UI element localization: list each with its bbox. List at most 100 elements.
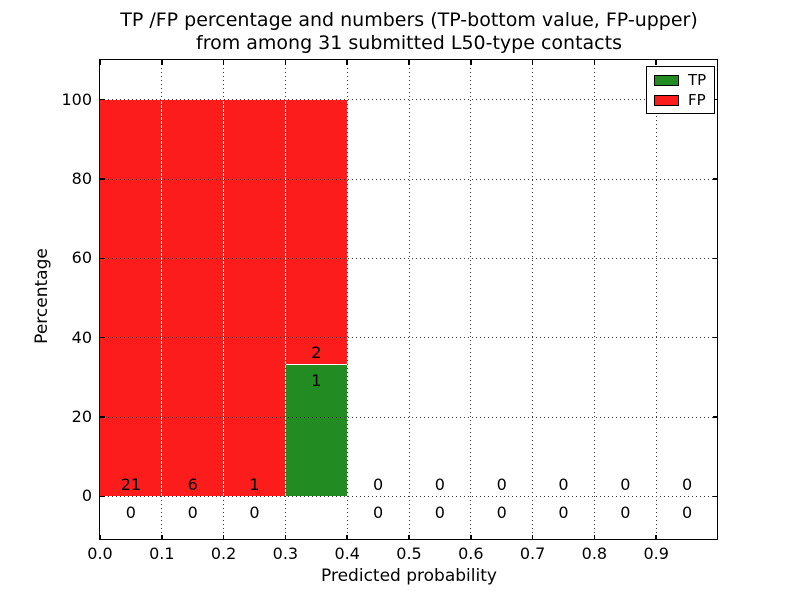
x-tick-label: 0.6	[458, 544, 484, 563]
y-tick-mark-right	[713, 178, 718, 180]
x-tick-mark	[531, 535, 534, 540]
tp-count-label: 0	[249, 503, 260, 523]
y-tick-mark-right	[713, 257, 718, 260]
gridline-vertical	[346, 60, 348, 540]
x-tick-mark	[161, 535, 163, 540]
x-tick-mark-top	[593, 60, 596, 65]
x-tick-label: 0.7	[519, 544, 546, 563]
fp-count-label: 1	[249, 475, 260, 495]
legend-tp-label: TP	[688, 71, 707, 89]
legend-entry-tp: TP	[654, 71, 714, 89]
x-tick-label: 0.4	[334, 544, 360, 563]
fp-count-label: 21	[120, 475, 142, 495]
y-tick-mark-right	[713, 98, 718, 101]
legend-tp-swatch	[654, 74, 679, 86]
gridline-horizontal	[100, 337, 718, 339]
bar-fp-segment	[161, 99, 224, 497]
x-tick-mark-top	[161, 60, 163, 65]
gridline-horizontal	[100, 178, 718, 180]
y-tick-mark-right	[713, 336, 718, 339]
y-tick-mark	[100, 495, 105, 498]
y-tick-label: 0	[81, 486, 92, 506]
fp-count-label: 0	[434, 475, 445, 495]
gridline-vertical	[161, 60, 163, 540]
tp-count-label: 0	[682, 503, 693, 523]
x-tick-label: 0.1	[149, 544, 175, 563]
gridline-vertical	[408, 60, 410, 540]
gridline-vertical	[593, 60, 595, 540]
y-tick-label: 80	[71, 169, 92, 188]
fp-count-label: 2	[311, 343, 322, 363]
tp-count-label: 0	[373, 503, 384, 523]
y-tick-mark	[100, 98, 105, 101]
x-tick-mark	[284, 535, 287, 540]
y-tick-mark	[100, 416, 105, 418]
x-tick-mark	[222, 535, 225, 540]
bar-fp-segment	[223, 99, 286, 497]
x-tick-mark-top	[99, 60, 101, 65]
x-axis-label: Predicted probability	[321, 566, 497, 586]
x-tick-mark	[470, 535, 472, 540]
x-tick-label: 0.3	[272, 544, 299, 563]
bar-fp-segment	[100, 99, 162, 497]
legend-entry-fp: FP	[654, 91, 714, 109]
x-tick-label: 0.0	[87, 544, 113, 563]
y-tick-mark	[100, 257, 105, 260]
tp-count-label: 1	[311, 371, 322, 391]
gridline-horizontal	[100, 416, 718, 418]
gridline-vertical	[284, 60, 286, 540]
fp-count-label: 0	[558, 475, 569, 495]
y-tick-mark-right	[713, 495, 718, 498]
y-tick-label: 100	[61, 89, 92, 109]
x-tick-label: 0.9	[643, 544, 669, 563]
gridline-horizontal	[100, 99, 718, 101]
fp-count-label: 0	[373, 475, 384, 495]
gridline-vertical	[532, 60, 534, 540]
gridline-vertical	[470, 60, 472, 540]
x-tick-mark-top	[655, 60, 657, 65]
fp-count-label: 0	[682, 475, 693, 495]
tp-count-label: 0	[558, 503, 569, 523]
y-tick-mark	[100, 178, 105, 180]
legend-fp-swatch	[654, 94, 679, 106]
tp-count-label: 0	[187, 503, 198, 523]
fp-count-label: 0	[620, 475, 631, 495]
x-tick-mark	[593, 535, 596, 540]
x-tick-mark-top	[408, 60, 410, 65]
tp-count-label: 0	[434, 503, 445, 523]
gridline-vertical	[223, 60, 225, 540]
x-tick-mark	[346, 535, 348, 540]
chart-title-line2: from among 31 submitted L50-type contact…	[196, 32, 622, 54]
y-tick-mark	[100, 336, 105, 339]
y-tick-label: 20	[71, 407, 92, 427]
fp-count-label: 0	[496, 475, 507, 495]
y-tick-label: 60	[71, 248, 92, 268]
x-tick-mark-top	[222, 60, 225, 65]
x-tick-mark	[655, 535, 657, 540]
x-tick-label: 0.8	[581, 544, 608, 563]
legend: TP FP	[646, 66, 715, 114]
bar-segment-divider	[285, 363, 348, 365]
x-tick-mark	[408, 535, 410, 540]
y-tick-label: 40	[71, 327, 92, 347]
chart-title-line1: TP /FP percentage and numbers (TP-bottom…	[120, 9, 698, 31]
x-tick-label: 0.2	[210, 544, 237, 563]
fp-count-label: 6	[187, 475, 198, 495]
gridline-horizontal	[100, 257, 718, 259]
x-tick-mark-top	[346, 60, 348, 65]
x-tick-mark-top	[531, 60, 534, 65]
x-tick-mark-top	[470, 60, 472, 65]
tp-count-label: 0	[620, 503, 631, 523]
x-tick-mark-top	[284, 60, 287, 65]
tp-count-label: 0	[125, 503, 136, 523]
y-tick-mark-right	[713, 416, 718, 418]
legend-fp-label: FP	[688, 91, 706, 109]
gridline-horizontal	[100, 495, 718, 497]
x-tick-label: 0.5	[396, 544, 422, 563]
x-tick-mark	[99, 535, 101, 540]
chart-title: TP /FP percentage and numbers (TP-bottom…	[100, 9, 718, 55]
bar-fp-segment	[285, 99, 348, 365]
tp-count-label: 0	[496, 503, 507, 523]
gridline-vertical	[655, 60, 657, 540]
